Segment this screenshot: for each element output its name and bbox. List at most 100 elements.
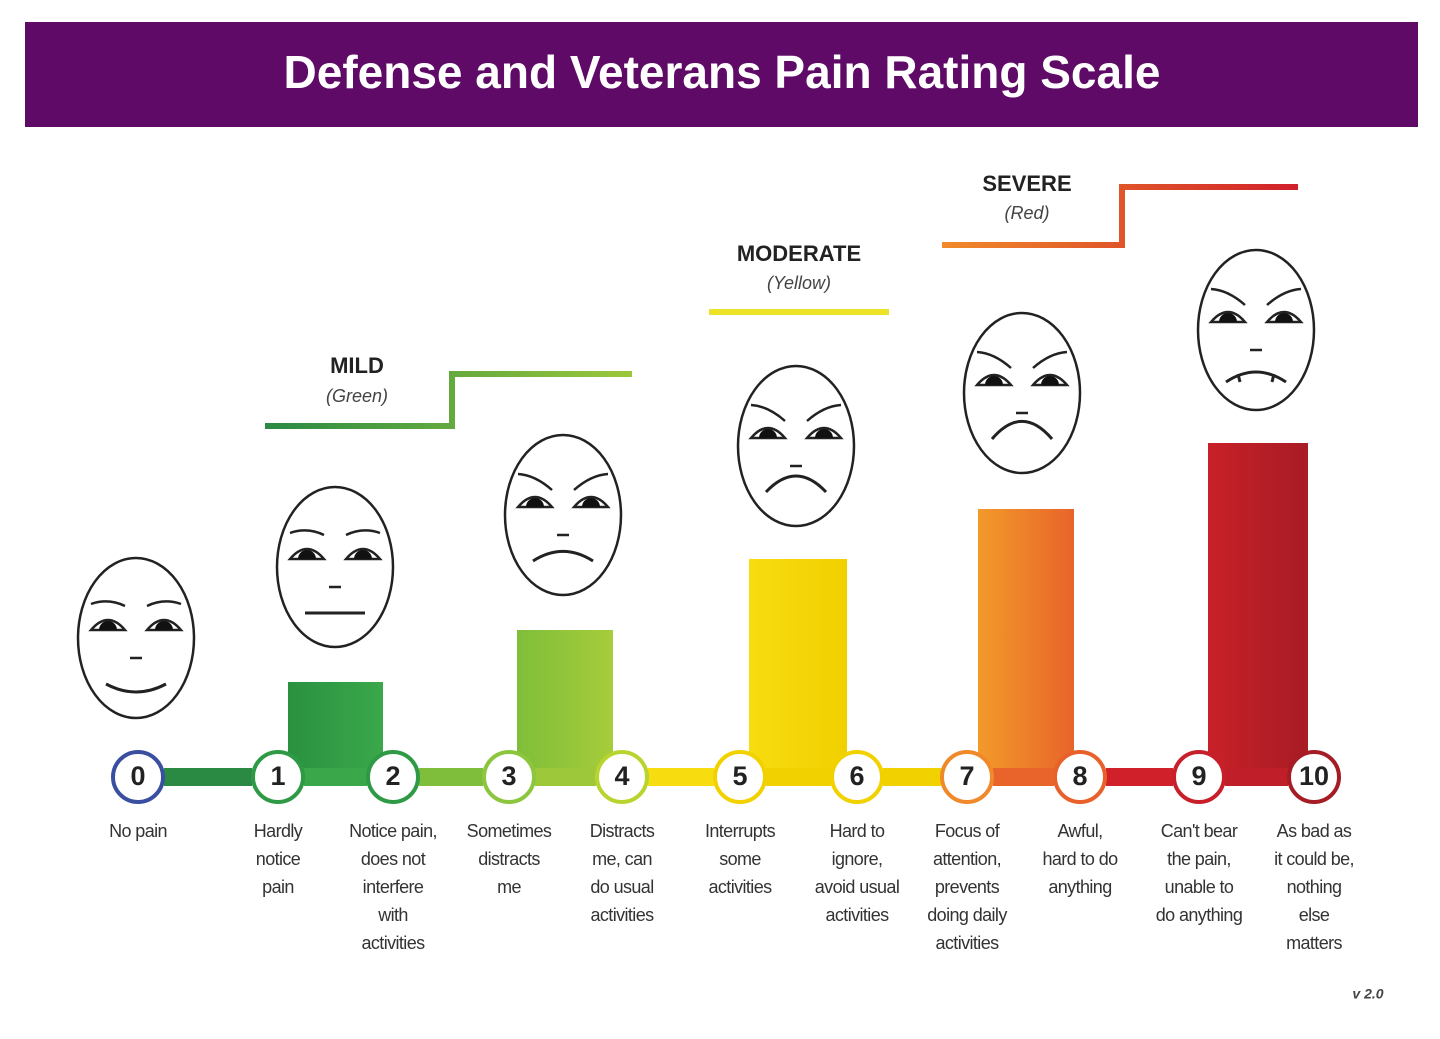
level-number: 1 bbox=[270, 761, 285, 791]
bar bbox=[288, 682, 383, 785]
band-label: MODERATE bbox=[737, 241, 861, 266]
connector bbox=[766, 768, 831, 786]
pupil bbox=[815, 429, 833, 438]
connector bbox=[883, 768, 941, 786]
band-color: (Red) bbox=[1004, 203, 1049, 223]
level-circle bbox=[595, 750, 649, 804]
band-color: (Yellow) bbox=[767, 273, 831, 293]
level-circle bbox=[1053, 750, 1107, 804]
level-description: distracts bbox=[478, 849, 540, 869]
brow bbox=[1266, 287, 1302, 306]
connector bbox=[304, 768, 367, 786]
mouth bbox=[532, 550, 594, 563]
pupil bbox=[1275, 313, 1293, 322]
level-circle bbox=[366, 750, 420, 804]
level-circle bbox=[940, 750, 994, 804]
title: Defense and Veterans Pain Rating Scale bbox=[284, 46, 1161, 98]
level-description: activities bbox=[361, 933, 425, 953]
connector bbox=[648, 768, 714, 786]
connector bbox=[1106, 768, 1173, 786]
pupil bbox=[99, 621, 117, 630]
level-number: 7 bbox=[959, 761, 974, 791]
brow bbox=[517, 472, 553, 491]
level-description: it could be, bbox=[1274, 849, 1354, 869]
level-description: Notice pain, bbox=[349, 821, 437, 841]
brow bbox=[1032, 350, 1068, 369]
bar bbox=[749, 559, 847, 785]
level-circle bbox=[1287, 750, 1341, 804]
level-description: do anything bbox=[1156, 905, 1242, 925]
level-description: pain bbox=[262, 877, 294, 897]
level-description: activities bbox=[935, 933, 999, 953]
level-description: does not bbox=[361, 849, 426, 869]
pupil bbox=[582, 498, 600, 507]
face-outline bbox=[503, 433, 623, 597]
level-description: attention, bbox=[933, 849, 1001, 869]
face bbox=[503, 433, 623, 597]
level-number: 4 bbox=[614, 761, 629, 791]
brow bbox=[976, 350, 1012, 369]
brow bbox=[289, 529, 325, 537]
level-description: the pain, bbox=[1167, 849, 1231, 869]
mouth bbox=[764, 474, 828, 494]
pupil bbox=[1041, 376, 1059, 385]
level-description: Hard to bbox=[830, 821, 885, 841]
level-description: Interrupts bbox=[705, 821, 776, 841]
level-number: 6 bbox=[849, 761, 864, 791]
mouth bbox=[990, 419, 1054, 440]
scale-layer: 0 No pain 1 Hardly notice pain 2 Notice pain, do… bbox=[76, 248, 1355, 953]
connector bbox=[164, 768, 252, 786]
face-outline bbox=[76, 556, 196, 720]
band-color: (Green) bbox=[326, 386, 388, 406]
level-circle bbox=[830, 750, 884, 804]
brow bbox=[573, 472, 609, 491]
level-number: 5 bbox=[732, 761, 747, 791]
level-number: 10 bbox=[1299, 761, 1329, 791]
level-circle bbox=[713, 750, 767, 804]
brow bbox=[806, 403, 842, 422]
face bbox=[275, 485, 395, 649]
brow bbox=[1210, 287, 1246, 306]
pupil bbox=[759, 429, 777, 438]
level-description: with bbox=[377, 905, 408, 925]
connector bbox=[419, 768, 483, 786]
level-circle bbox=[251, 750, 305, 804]
mouth bbox=[105, 682, 167, 694]
face-outline bbox=[1196, 248, 1316, 412]
level-description: Awful, bbox=[1057, 821, 1102, 841]
face-outline bbox=[962, 311, 1082, 475]
level-circle bbox=[1172, 750, 1226, 804]
level-description: Hardly bbox=[254, 821, 303, 841]
pupil bbox=[298, 550, 316, 559]
level-description: me bbox=[497, 877, 521, 897]
level-description: matters bbox=[1286, 933, 1342, 953]
mild-line bbox=[265, 371, 632, 429]
pupil bbox=[354, 550, 372, 559]
level-number: 2 bbox=[385, 761, 400, 791]
connector bbox=[1225, 768, 1288, 786]
level-number: 3 bbox=[501, 761, 516, 791]
level-number: 0 bbox=[130, 761, 145, 791]
level-description: hard to do bbox=[1042, 849, 1118, 869]
level-description: interfere bbox=[363, 877, 424, 897]
pupil bbox=[1219, 313, 1237, 322]
face-outline bbox=[275, 485, 395, 649]
pupil bbox=[985, 376, 1003, 385]
pupil bbox=[155, 621, 173, 630]
level-description: nothing bbox=[1287, 877, 1342, 897]
level-description: activities bbox=[825, 905, 889, 925]
level-circle bbox=[482, 750, 536, 804]
brow bbox=[146, 600, 182, 608]
level-description: ignore, bbox=[832, 849, 883, 869]
level-description: Sometimes bbox=[467, 821, 552, 841]
face bbox=[736, 364, 856, 528]
level-number: 9 bbox=[1191, 761, 1206, 791]
pupil bbox=[526, 498, 544, 507]
brow bbox=[750, 403, 786, 422]
level-description: Focus of bbox=[935, 821, 1001, 841]
brow bbox=[90, 600, 126, 608]
level-description: do usual bbox=[590, 877, 653, 897]
level-description: As bad as bbox=[1277, 821, 1352, 841]
level-description: activities bbox=[708, 877, 772, 897]
